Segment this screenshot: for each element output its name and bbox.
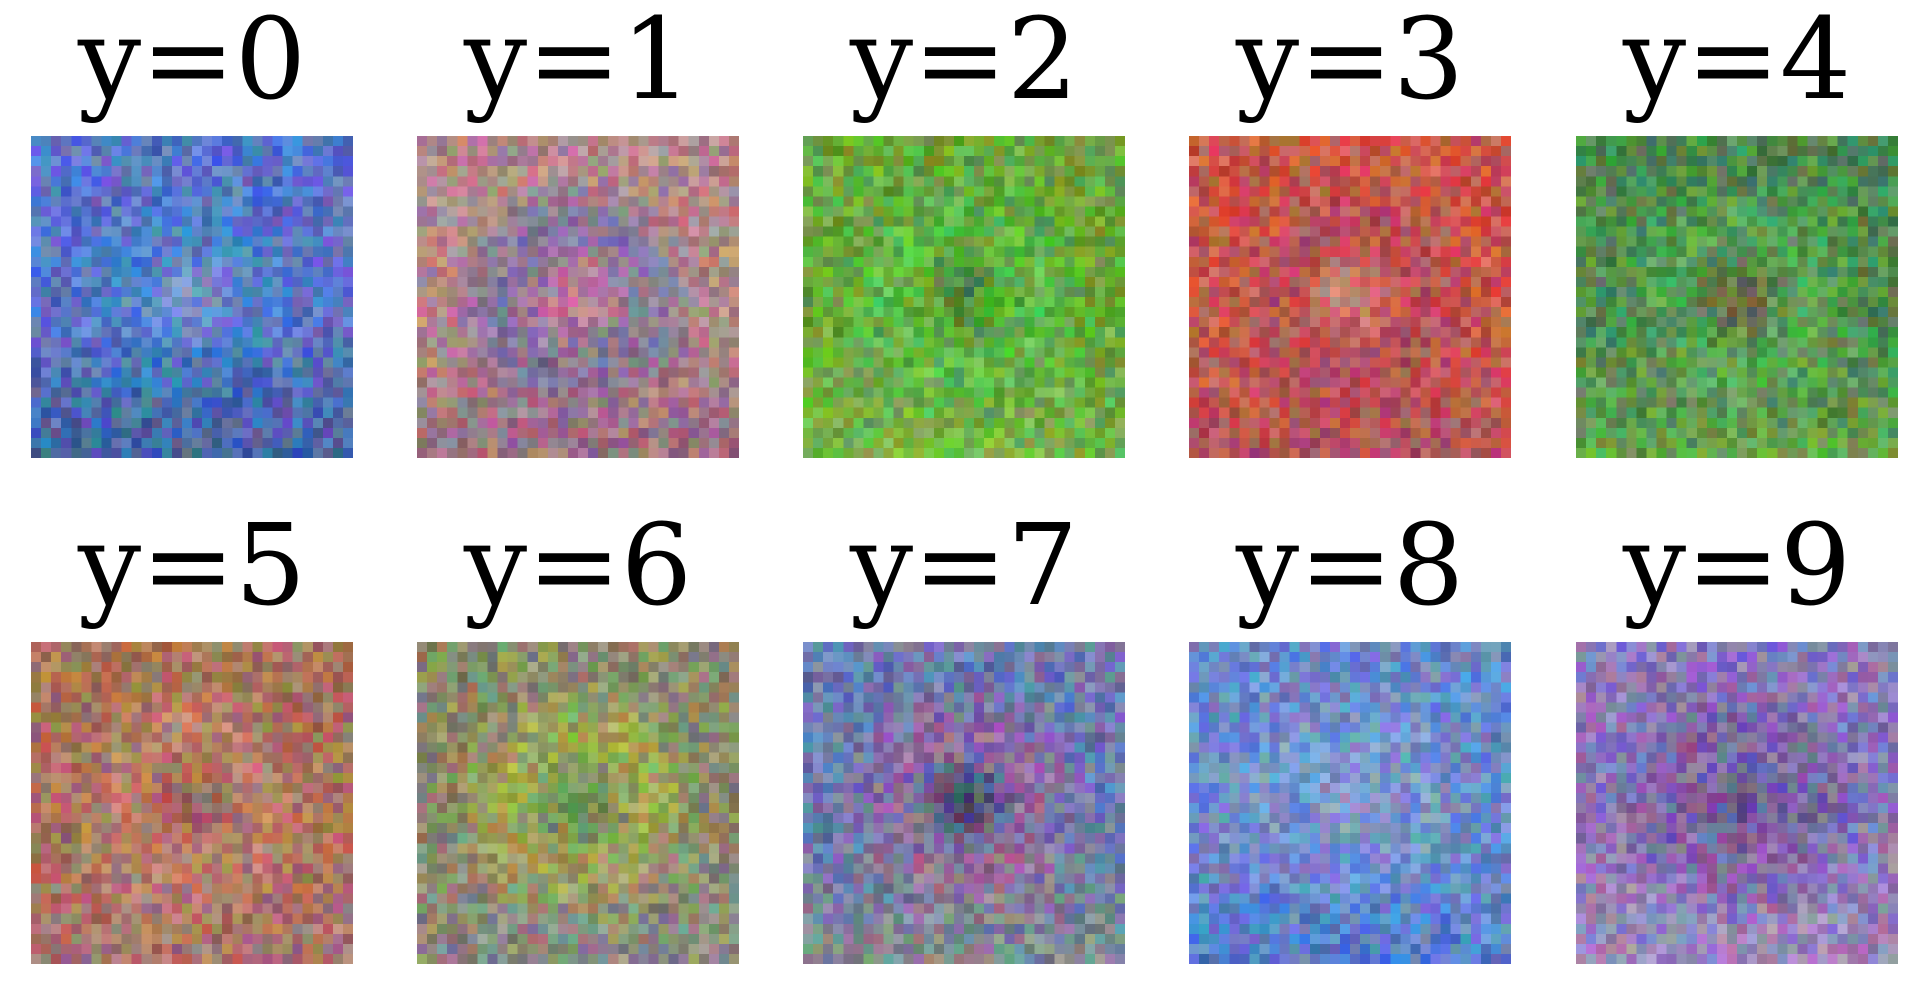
panel-title: y=1 — [463, 0, 693, 125]
class-image — [417, 136, 739, 458]
panel-title: y=6 — [463, 501, 693, 631]
panel-title: y=8 — [1235, 501, 1465, 631]
class-image — [1576, 642, 1898, 964]
panel-title: y=2 — [849, 0, 1079, 125]
panel-title: y=5 — [77, 501, 307, 631]
class-image — [803, 642, 1125, 964]
panel-title: y=0 — [77, 0, 307, 125]
panel-title: y=3 — [1235, 0, 1465, 125]
class-image — [417, 642, 739, 964]
panel-title: y=7 — [849, 501, 1079, 631]
class-image — [1576, 136, 1898, 458]
class-image — [803, 136, 1125, 458]
class-image — [31, 642, 353, 964]
panel-title: y=4 — [1622, 0, 1852, 125]
class-image — [31, 136, 353, 458]
class-image — [1189, 642, 1511, 964]
class-image — [1189, 136, 1511, 458]
panel-title: y=9 — [1622, 501, 1852, 631]
